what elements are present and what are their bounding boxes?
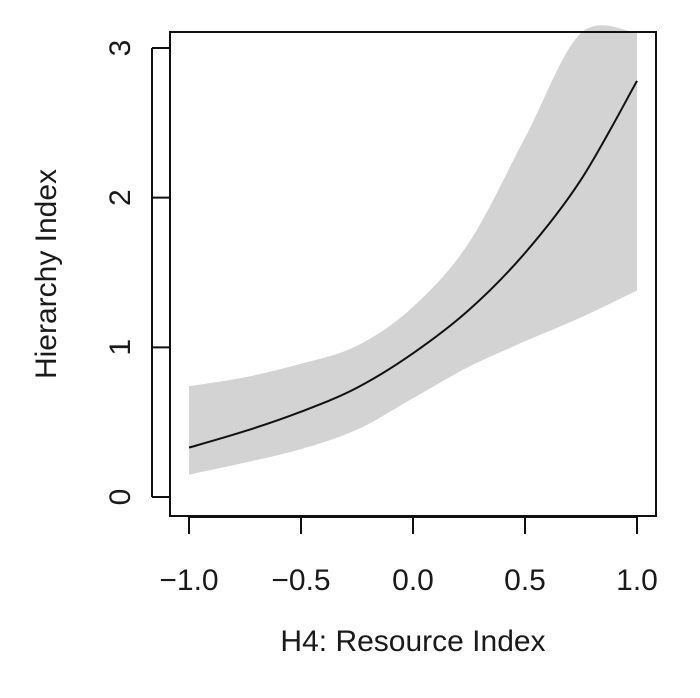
x-tick-label: −0.5	[271, 564, 330, 597]
y-tick-label: 1	[104, 339, 137, 356]
y-tick-label: 0	[104, 489, 137, 506]
y-axis: 0 1 2 3	[104, 40, 170, 506]
y-tick-label: 3	[104, 40, 137, 57]
x-tick-label: −1.0	[159, 564, 218, 597]
x-tick-label: 0.5	[504, 564, 546, 597]
fit-line-layer	[188, 80, 638, 449]
x-tick-label: 1.0	[616, 564, 658, 597]
confidence-band	[189, 25, 637, 475]
fit-line	[188, 80, 638, 449]
y-tick-label: 2	[104, 189, 137, 206]
x-axis-title: H4: Resource Index	[280, 625, 545, 658]
x-axis: −1.0 −0.5 0.0 0.5 1.0	[159, 516, 658, 597]
confidence-band-layer	[189, 25, 637, 475]
x-tick-label: 0.0	[392, 564, 434, 597]
y-axis-title: Hierarchy Index	[30, 169, 63, 379]
